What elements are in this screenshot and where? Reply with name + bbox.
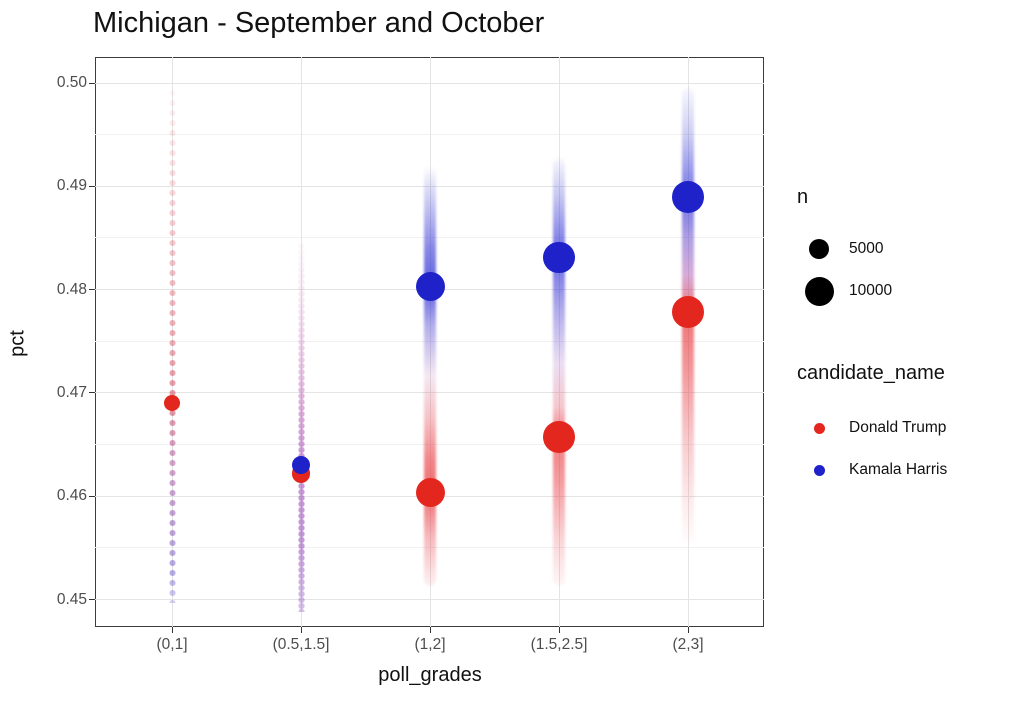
size-legend-circle-icon	[797, 276, 841, 306]
x-axis-tick	[300, 627, 302, 633]
size-legend-label: 5000	[849, 240, 884, 257]
y-tick-label: 0.45	[56, 590, 87, 608]
color-legend-entry: Donald Trump	[797, 407, 946, 449]
x-tick-label: (0.5,1.5]	[272, 636, 330, 653]
plot-panel	[95, 57, 764, 627]
x-axis-tick	[558, 627, 560, 633]
candidate-color-dot-icon	[797, 464, 841, 476]
x-axis-title: poll_grades	[378, 664, 482, 686]
y-tick-label: 0.47	[56, 383, 87, 401]
y-axis-title: pct	[6, 330, 29, 357]
color-legend-label: Kamala Harris	[849, 461, 948, 478]
color-legend-label: Donald Trump	[849, 419, 947, 436]
x-tick-label: (1,2]	[414, 636, 446, 653]
chart-title: Michigan - September and October	[93, 7, 545, 39]
x-tick-label: (2,3]	[672, 636, 704, 653]
size-legend-label: 10000	[849, 282, 893, 299]
size-legend-entry: 5000	[797, 228, 883, 270]
y-tick-label: 0.50	[56, 74, 87, 91]
y-tick-label: 0.49	[56, 177, 87, 195]
x-tick-label: (0,1]	[156, 636, 188, 653]
color-legend-title: candidate_name	[797, 362, 945, 384]
x-tick-label: (1.5,2.5]	[530, 636, 588, 653]
candidate-color-dot-icon	[797, 422, 841, 434]
size-legend-entry: 10000	[797, 270, 892, 312]
color-legend-entry: Kamala Harris	[797, 449, 947, 491]
x-axis-tick	[171, 627, 173, 633]
x-axis-tick	[429, 627, 431, 633]
size-legend-title: n	[797, 186, 809, 208]
y-tick-label: 0.46	[56, 487, 87, 505]
y-tick-label: 0.48	[56, 280, 87, 298]
x-axis-tick	[687, 627, 689, 633]
size-legend-circle-icon	[797, 238, 841, 260]
